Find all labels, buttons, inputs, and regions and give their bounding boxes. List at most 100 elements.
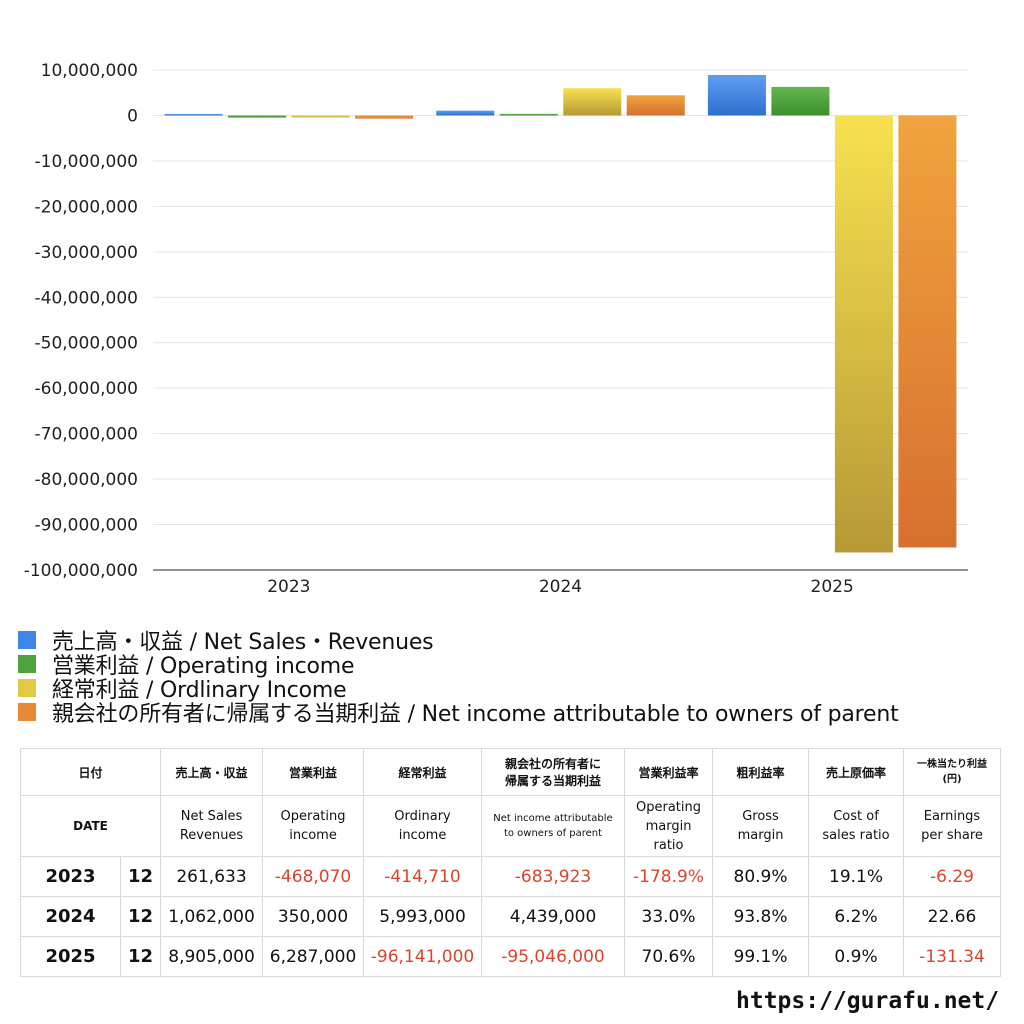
chart-bars (164, 74, 957, 553)
y-tick-label: -40,000,000 (35, 288, 138, 308)
cell-op-margin: 33.0% (624, 896, 714, 937)
y-tick-label: 0 (127, 106, 138, 126)
bar-net-income-2025 (898, 115, 957, 548)
th-date-en: DATE (19, 795, 162, 857)
x-tick-label: 2025 (811, 577, 854, 597)
legend-swatch-sales (18, 631, 36, 649)
x-axis-ticks: 2023 2024 2025 (267, 577, 854, 597)
cell-op-margin: -178.9% (624, 856, 714, 897)
table-row-2023: 2023 12 261,633 -468,070 -414,710 -683,9… (20, 856, 1002, 897)
table-row-2024: 2024 12 1,062,000 350,000 5,993,000 4,43… (20, 896, 1002, 937)
y-tick-label: -70,000,000 (35, 425, 138, 445)
cell-year: 2024 (20, 896, 121, 937)
table-row-2025: 2025 12 8,905,000 6,287,000 -96,141,000 … (20, 936, 1002, 977)
bar-ordinary-2025 (834, 115, 893, 553)
bar-operating-2023 (228, 115, 287, 118)
y-tick-label: -30,000,000 (35, 243, 138, 263)
source-url[interactable]: https://gurafu.net/ (736, 988, 1000, 1014)
cell-operating: -468,070 (262, 856, 365, 897)
legend-item-operating: 営業利益 / Operating income (18, 652, 1018, 679)
th-eps-en: Earnings per share (903, 795, 1002, 857)
cell-year: 2023 (20, 856, 121, 897)
legend-swatch-net-income (18, 703, 36, 721)
cell-operating: 6,287,000 (262, 936, 365, 977)
bar-sales-2024 (436, 110, 495, 116)
bar-sales-2025 (707, 74, 766, 116)
cell-eps: 22.66 (903, 896, 1002, 937)
cell-eps: -6.29 (903, 856, 1002, 897)
cell-cost-ratio: 0.9% (808, 936, 905, 977)
cell-gross-margin: 80.9% (712, 856, 810, 897)
legend-item-ordinary: 経常利益 / Ordlinary Income (18, 676, 1018, 703)
y-tick-label: -50,000,000 (35, 334, 138, 354)
cell-month: 12 (119, 936, 162, 977)
legend-item-sales: 売上高・収益 / Net Sales・Revenues (18, 628, 1018, 655)
cell-net-income: -683,923 (481, 856, 626, 897)
cell-month: 12 (119, 896, 162, 937)
x-tick-label: 2023 (267, 577, 310, 597)
financial-table: 日付 売上高・収益 営業利益 経常利益 親会社の所有者に 帰属する当期利益 営業利… (19, 748, 1002, 977)
th-date-jp: 日付 (19, 748, 162, 796)
cell-eps: -131.34 (903, 936, 1002, 977)
th-ordinary-en: Ordinary income (363, 795, 483, 857)
cell-cost-ratio: 6.2% (808, 896, 905, 937)
legend-label-sales: 売上高・収益 / Net Sales・Revenues (52, 630, 434, 655)
y-tick-label: -100,000,000 (24, 561, 138, 581)
th-cost-ratio-en: Cost of sales ratio (808, 795, 905, 857)
chart-legend: 売上高・収益 / Net Sales・Revenues 営業利益 / Opera… (18, 628, 1018, 727)
cell-sales: 261,633 (160, 856, 264, 897)
th-operating-jp: 営業利益 (262, 748, 365, 796)
y-tick-label: -20,000,000 (35, 197, 138, 217)
bar-chart: 10,000,000 0 -10,000,000 -20,000,000 -30,000… (24, 61, 968, 597)
y-tick-label: -80,000,000 (35, 470, 138, 490)
legend-swatch-ordinary (18, 679, 36, 697)
th-gross-margin-en: Gross margin (712, 795, 810, 857)
y-tick-label: -90,000,000 (35, 516, 138, 536)
th-net-income-en: Net income attributable to owners of pare… (481, 795, 626, 857)
bar-net-income-2023 (355, 115, 414, 119)
y-tick-label: -10,000,000 (35, 152, 138, 172)
cell-ordinary: -96,141,000 (363, 936, 483, 977)
y-tick-label: -60,000,000 (35, 379, 138, 399)
th-ordinary-jp: 経常利益 (363, 748, 483, 796)
legend-label-net-income: 親会社の所有者に帰属する当期利益 / Net income attributab… (52, 702, 899, 727)
cell-sales: 1,062,000 (160, 896, 264, 937)
cell-ordinary: -414,710 (363, 856, 483, 897)
cell-operating: 350,000 (262, 896, 365, 937)
y-axis-ticks: 10,000,000 0 -10,000,000 -20,000,000 -30,000… (24, 61, 138, 581)
x-tick-label: 2024 (539, 577, 582, 597)
th-eps-jp: 一株当たり利益 (円) (903, 748, 1002, 796)
th-net-income-jp: 親会社の所有者に 帰属する当期利益 (481, 748, 626, 796)
cell-ordinary: 5,993,000 (363, 896, 483, 937)
cell-month: 12 (119, 856, 162, 897)
legend-swatch-operating (18, 655, 36, 673)
y-tick-label: 10,000,000 (41, 61, 138, 81)
th-sales-jp: 売上高・収益 (160, 748, 264, 796)
bar-operating-2024 (499, 113, 558, 116)
table-header-jp: 日付 売上高・収益 営業利益 経常利益 親会社の所有者に 帰属する当期利益 営業利… (19, 748, 1002, 796)
bar-sales-2023 (164, 113, 223, 116)
cell-net-income: 4,439,000 (481, 896, 626, 937)
cell-op-margin: 70.6% (624, 936, 714, 977)
th-sales-en: Net Sales Revenues (160, 795, 264, 857)
legend-label-operating: 営業利益 / Operating income (52, 654, 355, 679)
legend-item-net-income: 親会社の所有者に帰属する当期利益 / Net income attributab… (18, 700, 1018, 727)
th-cost-ratio-jp: 売上原価率 (808, 748, 905, 796)
bar-ordinary-2023 (291, 115, 350, 118)
cell-sales: 8,905,000 (160, 936, 264, 977)
th-op-margin-en: Operating margin ratio (624, 795, 714, 857)
th-op-margin-jp: 営業利益率 (624, 748, 714, 796)
table-header-en: DATE Net Sales Revenues Operating income O… (19, 795, 1002, 857)
bar-operating-2025 (771, 86, 830, 116)
bar-net-income-2024 (626, 95, 685, 116)
cell-net-income: -95,046,000 (481, 936, 626, 977)
chart-gridlines (153, 69, 968, 526)
cell-gross-margin: 99.1% (712, 936, 810, 977)
cell-gross-margin: 93.8% (712, 896, 810, 937)
th-gross-margin-jp: 粗利益率 (712, 748, 810, 796)
cell-year: 2025 (20, 936, 121, 977)
bar-ordinary-2024 (563, 88, 622, 116)
th-operating-en: Operating income (262, 795, 365, 857)
cell-cost-ratio: 19.1% (808, 856, 905, 897)
legend-label-ordinary: 経常利益 / Ordlinary Income (52, 678, 347, 703)
